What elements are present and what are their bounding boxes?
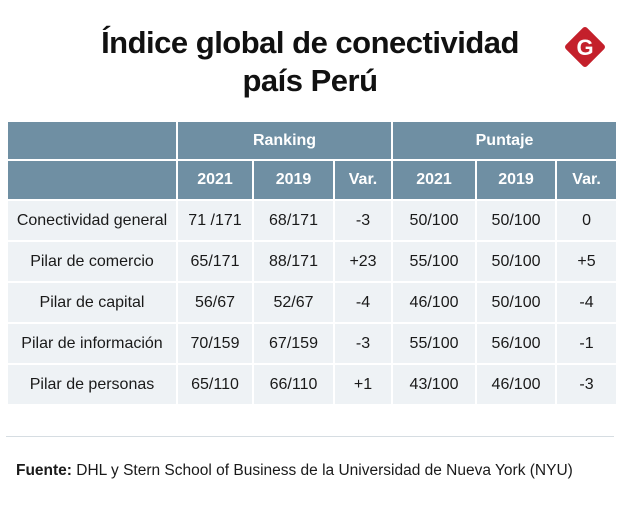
row-label: Pilar de personas [8,365,176,404]
ranking-2021-header: 2021 [178,161,252,199]
brand-logo: G [565,27,605,67]
ranking-var-cell: +23 [335,242,392,281]
ranking-2021-cell: 65/110 [178,365,252,404]
header-blank-cell [8,161,176,199]
ranking-var-cell: -3 [335,201,392,240]
table-row: Pilar de comercio 65/171 88/171 +23 55/1… [8,242,617,281]
puntaje-2021-cell: 55/100 [393,242,476,281]
puntaje-2019-cell: 46/100 [477,365,556,404]
ranking-2021-cell: 65/171 [178,242,252,281]
puntaje-var-cell: -3 [557,365,617,404]
puntaje-var-cell: -1 [557,324,617,363]
ranking-var-cell: -4 [335,283,392,322]
footer-divider [6,436,614,437]
puntaje-2021-cell: 55/100 [393,324,476,363]
page-title: Índice global de conectividad país Perú [0,24,620,100]
ranking-var-cell: +1 [335,365,392,404]
table-row: Pilar de información 70/159 67/159 -3 55… [8,324,617,363]
puntaje-2019-cell: 50/100 [477,242,556,281]
table-row: Pilar de capital 56/67 52/67 -4 46/100 5… [8,283,617,322]
puntaje-var-cell: -4 [557,283,617,322]
source-note: Fuente: DHL y Stern School of Business d… [16,462,573,480]
ranking-2021-cell: 70/159 [178,324,252,363]
year-header-row: 2021 2019 Var. 2021 2019 Var. [8,161,617,199]
header-blank-cell [8,122,176,159]
puntaje-2021-cell: 46/100 [393,283,476,322]
puntaje-2019-cell: 50/100 [477,201,556,240]
ranking-2019-header: 2019 [254,161,333,199]
puntaje-2021-header: 2021 [393,161,476,199]
ranking-group-header: Ranking [178,122,392,159]
puntaje-var-header: Var. [557,161,617,199]
row-label: Pilar de capital [8,283,176,322]
title-line-2: país Perú [242,63,378,98]
connectivity-table: Ranking Puntaje 2021 2019 Var. 2021 2019… [6,120,618,406]
row-label: Conectividad general [8,201,176,240]
ranking-2019-cell: 68/171 [254,201,333,240]
source-prefix: Fuente: [16,462,72,479]
puntaje-2019-cell: 56/100 [477,324,556,363]
puntaje-group-header: Puntaje [393,122,617,159]
puntaje-var-cell: +5 [557,242,617,281]
ranking-var-header: Var. [335,161,392,199]
ranking-2021-cell: 56/67 [178,283,252,322]
row-label: Pilar de comercio [8,242,176,281]
ranking-var-cell: -3 [335,324,392,363]
ranking-2019-cell: 88/171 [254,242,333,281]
puntaje-2021-cell: 50/100 [393,201,476,240]
ranking-2019-cell: 66/110 [254,365,333,404]
puntaje-2019-header: 2019 [477,161,556,199]
ranking-2019-cell: 67/159 [254,324,333,363]
group-header-row: Ranking Puntaje [8,122,617,159]
puntaje-2019-cell: 50/100 [477,283,556,322]
title-line-1: Índice global de conectividad [101,25,519,60]
source-text: DHL y Stern School of Business de la Uni… [71,462,573,479]
ranking-2019-cell: 52/67 [254,283,333,322]
ranking-2021-cell: 71 /171 [178,201,252,240]
table-row: Conectividad general 71 /171 68/171 -3 5… [8,201,617,240]
table-row: Pilar de personas 65/110 66/110 +1 43/10… [8,365,617,404]
brand-logo-letter: G [576,35,593,60]
row-label: Pilar de información [8,324,176,363]
puntaje-var-cell: 0 [557,201,617,240]
puntaje-2021-cell: 43/100 [393,365,476,404]
